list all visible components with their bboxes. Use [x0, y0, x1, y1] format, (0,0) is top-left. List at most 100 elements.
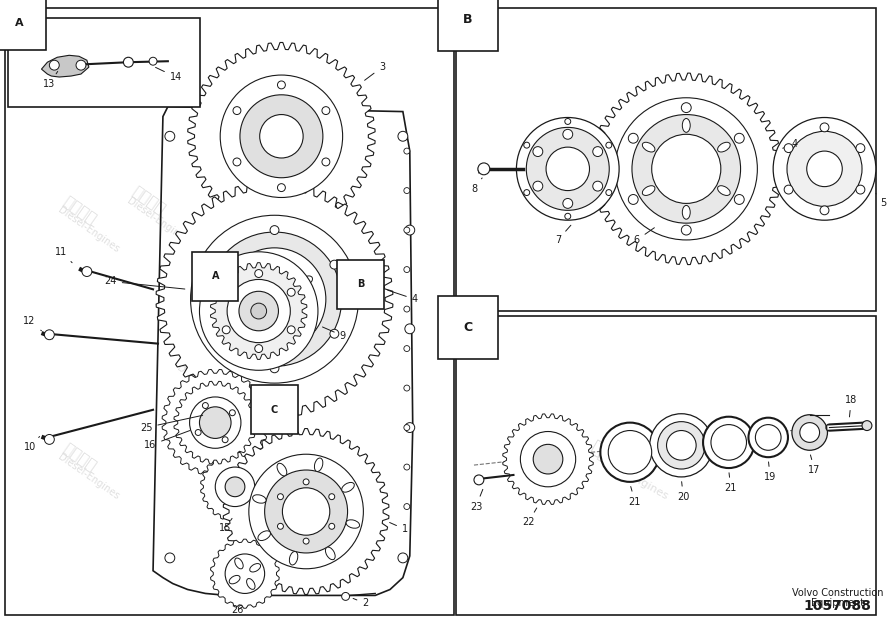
Circle shape — [628, 133, 638, 143]
Circle shape — [342, 593, 350, 600]
Circle shape — [593, 181, 603, 191]
Text: 16: 16 — [144, 430, 190, 450]
Circle shape — [230, 409, 235, 416]
Polygon shape — [162, 369, 269, 476]
Circle shape — [328, 523, 335, 529]
Text: Diesel-Engines: Diesel-Engines — [174, 363, 240, 413]
Text: 20: 20 — [677, 482, 690, 502]
Ellipse shape — [346, 520, 360, 528]
Circle shape — [405, 225, 415, 235]
Text: Diesel-Engines: Diesel-Engines — [125, 196, 190, 245]
Circle shape — [533, 147, 543, 157]
Polygon shape — [503, 414, 594, 504]
Circle shape — [278, 81, 286, 89]
Text: 13: 13 — [44, 72, 58, 89]
Circle shape — [404, 306, 409, 312]
Circle shape — [240, 95, 323, 178]
Circle shape — [330, 260, 339, 269]
Circle shape — [562, 199, 572, 208]
Circle shape — [303, 538, 309, 544]
Text: 9: 9 — [322, 327, 345, 341]
Text: 紫发动力: 紫发动力 — [587, 437, 637, 477]
Ellipse shape — [302, 313, 312, 323]
Circle shape — [533, 181, 543, 191]
Text: 紫发动力: 紫发动力 — [587, 141, 637, 181]
Circle shape — [215, 467, 255, 506]
Text: Diesel-Engines: Diesel-Engines — [594, 452, 670, 502]
Circle shape — [565, 118, 570, 125]
Circle shape — [792, 415, 828, 450]
Ellipse shape — [237, 276, 247, 285]
Text: 4: 4 — [782, 139, 798, 149]
Circle shape — [303, 479, 309, 485]
Circle shape — [806, 151, 842, 187]
Polygon shape — [42, 55, 89, 77]
Text: 4: 4 — [388, 290, 417, 304]
Bar — [5, 8, 454, 615]
Circle shape — [748, 418, 788, 457]
Circle shape — [251, 303, 267, 319]
Text: C: C — [271, 405, 279, 415]
Circle shape — [287, 326, 295, 334]
Circle shape — [601, 423, 659, 482]
Circle shape — [615, 97, 757, 240]
Text: 18: 18 — [845, 395, 857, 417]
Ellipse shape — [302, 276, 312, 285]
Ellipse shape — [326, 547, 336, 560]
Circle shape — [405, 423, 415, 433]
Ellipse shape — [289, 552, 298, 565]
Circle shape — [210, 330, 219, 338]
Circle shape — [190, 215, 359, 383]
Polygon shape — [200, 452, 270, 521]
Circle shape — [734, 133, 744, 143]
Circle shape — [784, 185, 793, 194]
Circle shape — [49, 60, 60, 70]
Ellipse shape — [717, 142, 730, 152]
Text: 紫发动力: 紫发动力 — [129, 184, 167, 217]
Circle shape — [270, 226, 279, 235]
Text: 11: 11 — [55, 247, 72, 263]
Text: 21: 21 — [724, 473, 737, 493]
Text: A: A — [15, 18, 24, 28]
Text: 1057088: 1057088 — [804, 599, 871, 613]
Circle shape — [856, 143, 865, 153]
Bar — [8, 18, 200, 107]
Text: 15: 15 — [219, 518, 232, 533]
Text: 17: 17 — [808, 455, 821, 475]
Polygon shape — [188, 43, 375, 230]
Circle shape — [225, 554, 264, 593]
Circle shape — [207, 232, 342, 366]
Circle shape — [233, 158, 241, 166]
Text: 紫发动力: 紫发动力 — [178, 352, 217, 385]
Circle shape — [124, 57, 134, 67]
Circle shape — [682, 225, 692, 235]
Ellipse shape — [643, 142, 655, 152]
Circle shape — [784, 143, 793, 153]
Circle shape — [521, 431, 576, 487]
Circle shape — [632, 114, 740, 223]
Ellipse shape — [253, 495, 266, 503]
Circle shape — [239, 291, 279, 331]
Circle shape — [787, 131, 862, 206]
Circle shape — [264, 470, 348, 553]
Circle shape — [270, 364, 279, 373]
Circle shape — [606, 142, 611, 148]
Circle shape — [711, 425, 747, 460]
Text: 8: 8 — [471, 178, 482, 194]
Ellipse shape — [683, 118, 691, 132]
Circle shape — [82, 267, 92, 277]
Circle shape — [210, 260, 219, 269]
Circle shape — [628, 194, 638, 204]
Text: Diesel-Engines: Diesel-Engines — [56, 452, 121, 502]
Ellipse shape — [717, 186, 730, 196]
Text: 26: 26 — [231, 605, 243, 615]
Text: Volvo Construction: Volvo Construction — [791, 589, 883, 598]
Text: Equipment: Equipment — [811, 598, 864, 608]
Text: Diesel-Engines: Diesel-Engines — [56, 205, 121, 255]
Circle shape — [165, 553, 174, 563]
Text: 6: 6 — [634, 228, 654, 245]
Circle shape — [523, 189, 530, 196]
Circle shape — [330, 330, 339, 338]
Ellipse shape — [230, 576, 240, 584]
Ellipse shape — [271, 331, 279, 343]
